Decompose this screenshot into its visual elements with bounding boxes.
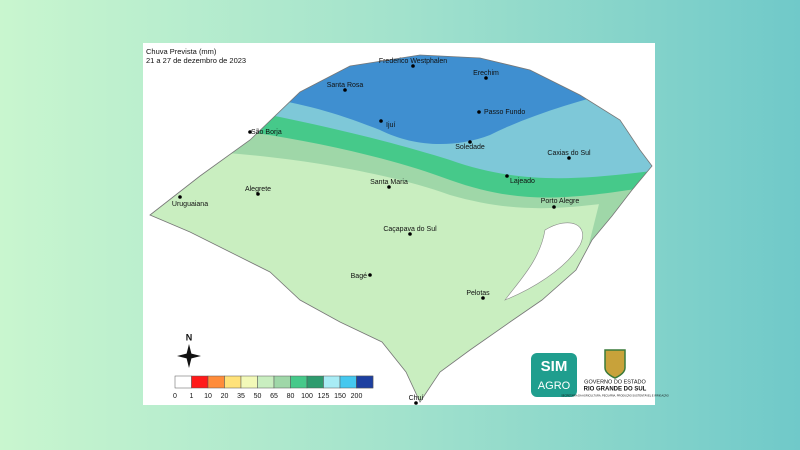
gov-line1: GOVERNO DO ESTADO (584, 379, 646, 385)
legend-tick-label: 50 (254, 393, 262, 400)
lagoa-dos-patos (504, 222, 583, 301)
legend-swatch (174, 375, 192, 389)
legend-swatch (290, 375, 308, 389)
legend-swatch (306, 375, 324, 389)
city-label: Caxias do Sul (547, 150, 591, 157)
legend-tick-label: 150 (334, 393, 346, 400)
legend-swatch (273, 375, 291, 389)
logo-sim: SIM (541, 358, 568, 375)
legend-tick-label: 0 (173, 393, 177, 400)
city-dot (408, 232, 412, 236)
legend-tick-label: 125 (318, 393, 330, 400)
city-dot (552, 205, 556, 209)
legend-tick-label: 1 (190, 393, 194, 400)
city-label: Santa Maria (370, 179, 408, 186)
city-dot (484, 76, 488, 80)
city-dot (343, 88, 347, 92)
city-label: Passo Fundo (484, 109, 525, 116)
legend-swatch (191, 375, 209, 389)
north-arrow: N (177, 332, 201, 368)
city-label: Chuí (409, 395, 424, 402)
city-label: São Borja (251, 129, 282, 136)
city-label: Porto Alegre (541, 198, 580, 205)
north-label: N (186, 332, 193, 342)
gov-line3: SECRETARIA DA AGRICULTURA, PECUÁRIA, PRO… (561, 393, 669, 398)
simagro-logo: SIM AGRO (531, 353, 577, 397)
cities: Frederico Westphalen Erechim Santa Rosa Iju… (172, 58, 591, 405)
city-dot (468, 140, 472, 144)
city-label: Bagé (351, 273, 367, 280)
legend-swatch (356, 375, 374, 389)
state-border (149, 54, 653, 403)
city-label: Santa Rosa (327, 82, 364, 89)
legend-tick-label: 20 (221, 393, 229, 400)
government-logo: GOVERNO DO ESTADO RIO GRANDE DO SUL SECR… (561, 349, 669, 398)
map-subtitle: 21 a 27 de dezembro de 2023 (146, 56, 246, 65)
legend-tick-label: 35 (237, 393, 245, 400)
city-dot (505, 174, 509, 178)
legend-swatch (339, 375, 357, 389)
city-dot (477, 110, 481, 114)
legend-swatch (207, 375, 225, 389)
city-dot (248, 130, 252, 134)
legend: 0 1 10 20 35 50 65 80 100 125 150 200 (173, 375, 374, 400)
gov-line2: RIO GRANDE DO SUL (584, 387, 647, 393)
city-label: Uruguaiana (172, 201, 208, 208)
city-label: Erechim (473, 70, 499, 77)
city-dot (567, 156, 571, 160)
city-dot (256, 192, 260, 196)
legend-swatch (323, 375, 341, 389)
city-dot (368, 273, 372, 277)
city-label: Caçapava do Sul (383, 226, 437, 233)
legend-tick-label: 65 (270, 393, 278, 400)
legend-swatch (224, 375, 242, 389)
legend-tick-label: 10 (204, 393, 212, 400)
city-dot (411, 64, 415, 68)
city-label: Ijuí (386, 122, 395, 129)
city-dot (387, 185, 391, 189)
legend-tick-label: 100 (301, 393, 313, 400)
legend-tick-label: 80 (287, 393, 295, 400)
city-label: Frederico Westphalen (379, 58, 447, 65)
legend-swatch (257, 375, 275, 389)
city-dot (379, 119, 383, 123)
city-label: Alegrete (245, 186, 271, 193)
legend-tick-label: 200 (351, 393, 363, 400)
logo-agro: AGRO (538, 380, 571, 392)
legend-swatch (240, 375, 258, 389)
city-label: Pelotas (466, 290, 490, 297)
city-dot (178, 195, 182, 199)
city-dot (414, 401, 418, 405)
map-title: Chuva Prevista (mm) (146, 47, 217, 56)
city-label: Lajeado (510, 178, 535, 185)
city-label: Soledade (455, 144, 485, 151)
city-dot (481, 296, 485, 300)
